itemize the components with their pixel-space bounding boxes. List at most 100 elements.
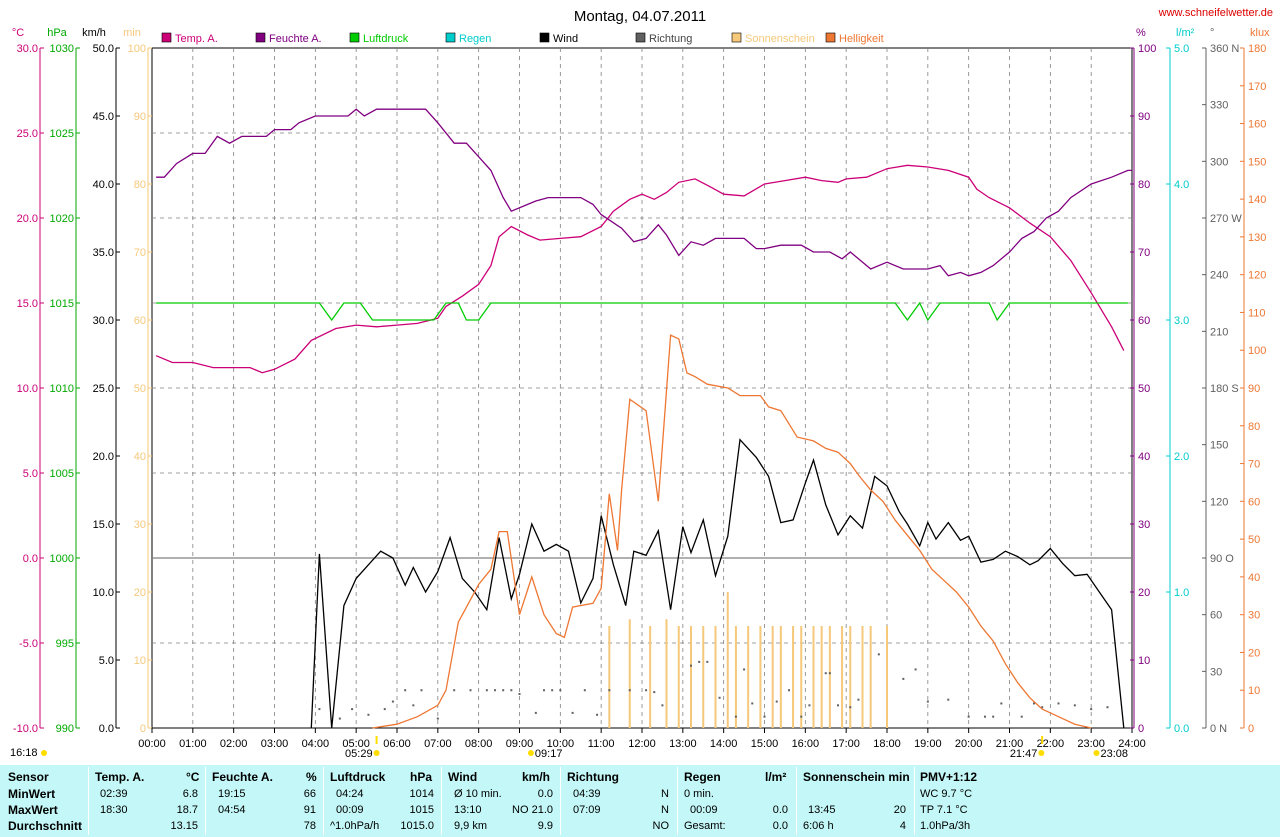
stats-pmv-windchill: WC 9.7 °C (920, 788, 973, 800)
legend-label: Sonnenschein (745, 33, 815, 45)
chart-legend: Temp. A. Feuchte A. Luftdruck Regen Wind Rich… (161, 32, 884, 45)
direction-point (510, 689, 513, 692)
series-line-wind (310, 438, 1125, 729)
direction-point (1020, 715, 1023, 718)
direction-point (559, 689, 562, 692)
direction-point (571, 711, 574, 714)
legend-swatch (349, 32, 360, 43)
sunshine-tick-label: 30 (134, 519, 146, 531)
sunset-icon (1038, 750, 1045, 756)
direction-point (877, 653, 880, 656)
sunshine-tick-label: 70 (134, 247, 146, 259)
pressure-tick-label: 1000 (50, 553, 74, 565)
pressure-tick-label: 1025 (50, 128, 74, 140)
humidity-tick-label: 10 (1138, 655, 1150, 667)
stats-press-min-time: 04:24 (336, 788, 364, 800)
stats-wind-max-time: 13:10 (454, 804, 482, 816)
legend-label: Richtung (649, 33, 692, 45)
direction-point (412, 704, 415, 707)
direction-point (391, 700, 394, 703)
stats-sun-avg-value: 4 (899, 820, 906, 832)
brightness-tick-label: 150 (1248, 156, 1266, 168)
stats-temp-max-time: 18:30 (100, 804, 128, 816)
legend-label: Helligkeit (839, 33, 884, 45)
legend-swatch (825, 32, 836, 43)
direction-point (837, 704, 839, 707)
pressure-tick-label: 1020 (50, 213, 74, 225)
direction-point (992, 715, 995, 718)
direction-point (420, 689, 423, 692)
rain-tick-label: 3.0 (1174, 315, 1189, 327)
temp-axis-unit: °C (12, 27, 24, 39)
legend-swatch (635, 32, 646, 43)
direction-point (1000, 702, 1003, 705)
direction-point (698, 660, 701, 663)
time-tick-label: 08:00 (465, 738, 493, 750)
stats-header-rain: Regen (684, 770, 721, 784)
brightness-tick-label: 40 (1248, 572, 1260, 584)
series-line-helligkeit (372, 334, 1092, 729)
stats-rain-min-label: 0 min. (684, 788, 714, 800)
sunshine-tick-label: 100 (128, 43, 146, 55)
direction-point (404, 689, 407, 692)
sunshine-tick-label: 50 (134, 383, 146, 395)
time-tick-label: 04:00 (302, 738, 330, 750)
stats-temp-avg-value: 13.15 (170, 820, 198, 832)
direction-tick-label: 120 (1210, 496, 1228, 508)
stats-press-max-time: 00:09 (336, 804, 364, 816)
stats-sun-total: 6:06 h (803, 820, 834, 832)
stats-sun-max-value: 20 (893, 804, 906, 816)
time-tick-label: 22:00 (1037, 738, 1065, 750)
stats-dir-min-time: 04:39 (573, 788, 601, 800)
stats-press-trend: ^1.0hPa/h (330, 820, 380, 832)
stats-wind-avg-value: 9.9 (537, 820, 553, 832)
sunrise-label: 05:29 (345, 748, 373, 760)
humidity-tick-label: 20 (1138, 587, 1150, 599)
brightness-tick-label: 120 (1248, 270, 1266, 282)
stats-header-temp-unit: °C (186, 770, 200, 784)
stats-rain-max-time: 00:09 (690, 804, 718, 816)
direction-tick-label: 60 (1210, 610, 1222, 622)
direction-point (984, 715, 986, 718)
website-link[interactable]: www.schneifelwetter.de (1158, 7, 1273, 19)
time-tick-label: 01:00 (179, 738, 207, 750)
time-tick-label: 02:00 (220, 738, 248, 750)
humidity-tick-label: 90 (1138, 111, 1150, 123)
direction-axis-unit: ° (1210, 27, 1214, 39)
direction-point (351, 708, 354, 711)
legend-swatch (539, 32, 550, 43)
wind-tick-label: 10.0 (93, 587, 114, 599)
stats-header-wind-unit: km/h (522, 770, 551, 784)
stats-header-pressure: Luftdruck (330, 770, 386, 784)
temp-tick-label: -5.0 (19, 638, 38, 650)
stats-row-label-min: MinWert (8, 787, 56, 801)
sunshine-tick-label: 90 (134, 111, 146, 123)
direction-point (690, 664, 692, 667)
series-line-temp-a (155, 164, 1125, 374)
series-line-luftdruck (156, 301, 1128, 322)
stats-pmv-trend: 1.0hPa/3h (920, 820, 971, 832)
direction-point (857, 698, 860, 701)
stats-press-min-value: 1014 (409, 788, 434, 800)
brightness-tick-label: 20 (1248, 647, 1260, 659)
current-time-label: 16:18 (10, 747, 38, 759)
sunrise-icon (373, 750, 380, 756)
brightness-tick-label: 100 (1248, 345, 1266, 357)
direction-point (914, 668, 917, 671)
stats-header-direction: Richtung (567, 770, 619, 784)
humidity-tick-label: 30 (1138, 519, 1150, 531)
humidity-tick-label: 60 (1138, 315, 1150, 327)
chart-axes: 30.025.020.015.010.05.00.0-5.0-10.010301… (12, 27, 1270, 750)
stats-header-temp: Temp. A. (95, 770, 145, 784)
direction-point (1073, 704, 1076, 707)
humidity-tick-label: 0 (1138, 723, 1144, 735)
stats-press-max-value: 1015 (409, 804, 434, 816)
stats-dir-max-value: N (661, 804, 669, 816)
direction-point (534, 711, 537, 714)
time-tick-label: 16:00 (792, 738, 820, 750)
wind-tick-label: 20.0 (93, 451, 114, 463)
direction-point (734, 715, 737, 718)
pressure-tick-label: 1005 (50, 468, 74, 480)
time-tick-label: 21:00 (996, 738, 1024, 750)
time-tick-label: 11:00 (588, 738, 615, 750)
